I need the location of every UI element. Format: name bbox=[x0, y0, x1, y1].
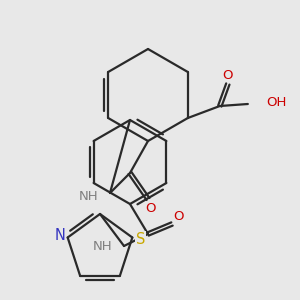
Text: S: S bbox=[136, 232, 145, 247]
Text: NH: NH bbox=[92, 239, 112, 253]
Text: NH: NH bbox=[78, 190, 98, 203]
Text: OH: OH bbox=[266, 95, 286, 109]
Text: O: O bbox=[145, 202, 155, 215]
Text: O: O bbox=[174, 211, 184, 224]
Text: O: O bbox=[223, 68, 233, 82]
Text: N: N bbox=[54, 228, 65, 243]
